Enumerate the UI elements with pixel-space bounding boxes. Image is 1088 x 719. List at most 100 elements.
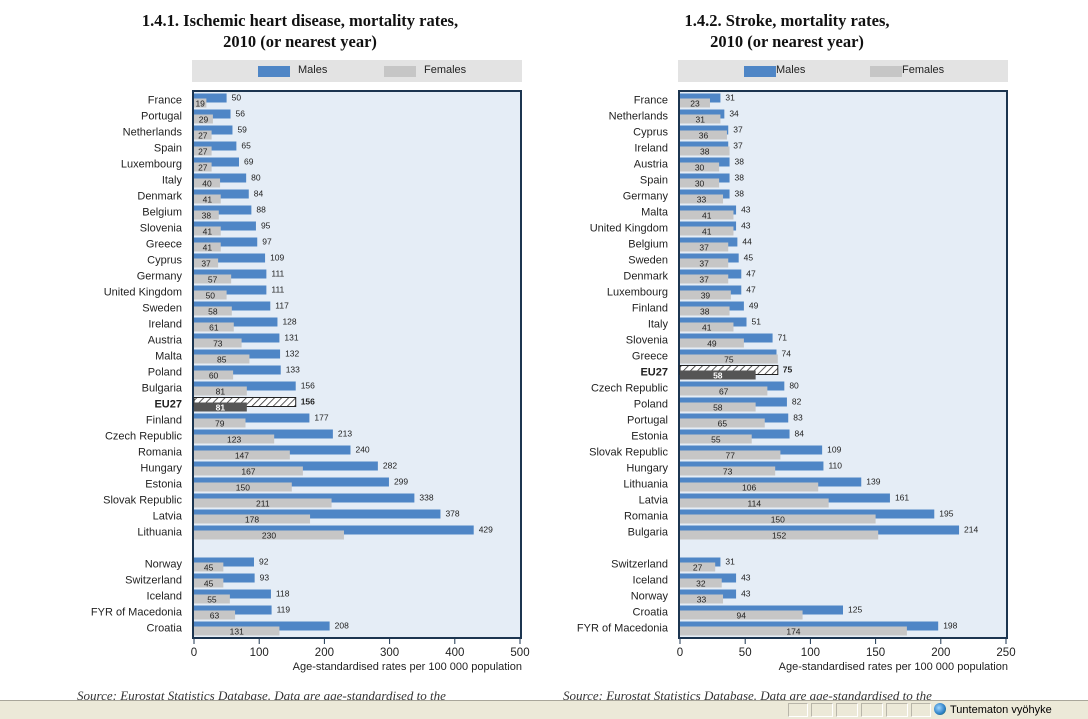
category-label: FYR of Macedonia bbox=[577, 623, 669, 635]
value-label-male: 38 bbox=[735, 189, 745, 199]
status-cell bbox=[836, 703, 858, 717]
bar-male bbox=[194, 429, 333, 439]
category-label: Denmark bbox=[623, 271, 668, 283]
bar-female bbox=[194, 290, 227, 300]
bar-female bbox=[680, 354, 778, 364]
bar-female bbox=[194, 98, 207, 108]
value-label-male: 109 bbox=[827, 445, 841, 455]
bar-female bbox=[194, 194, 221, 204]
bar-female bbox=[194, 226, 221, 236]
bar-male bbox=[194, 269, 267, 279]
bar-female bbox=[680, 434, 752, 444]
category-label: Sweden bbox=[142, 303, 182, 315]
value-label-male: 37 bbox=[733, 141, 743, 151]
bar-female bbox=[680, 178, 720, 188]
bar-male bbox=[194, 285, 267, 295]
bar-male bbox=[680, 461, 824, 471]
value-label-female: 33 bbox=[697, 595, 707, 605]
category-label: Portugal bbox=[627, 415, 668, 427]
bar-female bbox=[194, 274, 232, 284]
category-label: Cyprus bbox=[633, 127, 668, 139]
bar-male bbox=[680, 205, 737, 215]
category-label: Ireland bbox=[148, 319, 182, 331]
x-tick-label: 300 bbox=[380, 647, 399, 659]
value-label-male: 161 bbox=[895, 493, 909, 503]
bar-male bbox=[194, 381, 296, 391]
category-label: Latvia bbox=[153, 511, 183, 523]
category-label: Denmark bbox=[137, 191, 182, 203]
value-label-female: 77 bbox=[725, 451, 735, 461]
x-tick-label: 150 bbox=[866, 647, 885, 659]
chart2-source: Source: Eurostat Statistics Database. Da… bbox=[563, 688, 932, 700]
bar-male bbox=[680, 349, 777, 359]
category-label: Slovak Republic bbox=[103, 495, 182, 507]
category-label: Sweden bbox=[628, 255, 668, 267]
value-label-male: 213 bbox=[338, 429, 352, 439]
bar-male bbox=[680, 621, 939, 631]
value-label-female: 23 bbox=[690, 99, 700, 109]
bar-female bbox=[194, 386, 247, 396]
category-label: Germany bbox=[623, 191, 669, 203]
value-label-male: 198 bbox=[943, 621, 957, 631]
chart2-title: 1.4.2. Stroke, mortality rates, 2010 (or… bbox=[626, 10, 948, 52]
value-label-male: 56 bbox=[236, 109, 246, 119]
value-label-male: 133 bbox=[286, 365, 300, 375]
bar-female bbox=[680, 226, 734, 236]
x-tick-label: 100 bbox=[250, 647, 269, 659]
bar-female bbox=[680, 274, 729, 284]
status-cell bbox=[811, 703, 833, 717]
bar-female bbox=[194, 578, 224, 588]
value-label-male: 338 bbox=[419, 493, 433, 503]
bar-male bbox=[680, 493, 890, 503]
chart2-svg: France 31 23 Netherlands 34 31 Cyprus 37 36 Irela… bbox=[577, 93, 1016, 674]
chart1-legend: Males Females bbox=[192, 60, 522, 82]
value-label-male: 51 bbox=[752, 317, 762, 327]
category-label: Netherlands bbox=[609, 111, 669, 123]
bar-female bbox=[680, 402, 756, 412]
value-label-male: 45 bbox=[744, 253, 754, 263]
bar-female bbox=[680, 258, 729, 268]
value-label-female: 41 bbox=[702, 211, 712, 221]
bar-male bbox=[194, 525, 474, 535]
value-label-male: 110 bbox=[828, 461, 842, 471]
bar-female bbox=[680, 450, 781, 460]
value-label-female: 45 bbox=[204, 579, 214, 589]
category-label: Malta bbox=[155, 351, 183, 363]
category-label: Cyprus bbox=[147, 255, 182, 267]
bar-female bbox=[194, 434, 275, 444]
x-tick-label: 200 bbox=[931, 647, 950, 659]
bar-male bbox=[194, 461, 378, 471]
category-label: Belgium bbox=[628, 239, 668, 251]
value-label-male: 378 bbox=[445, 509, 459, 519]
category-label: Poland bbox=[634, 399, 668, 411]
value-label-male: 69 bbox=[244, 157, 254, 167]
category-label: Bulgaria bbox=[628, 527, 669, 539]
value-label-female: 58 bbox=[713, 371, 723, 381]
value-label-female: 58 bbox=[713, 403, 723, 413]
bar-female bbox=[680, 290, 731, 300]
security-zone[interactable]: Tuntematon vyöhyke bbox=[934, 703, 1052, 716]
legend-males-label: Males bbox=[298, 64, 328, 76]
bar-male bbox=[194, 605, 272, 615]
category-label: Austria bbox=[148, 335, 183, 347]
value-label-female: 41 bbox=[702, 227, 712, 237]
value-label-male: 84 bbox=[795, 429, 805, 439]
value-label-male: 117 bbox=[275, 301, 289, 311]
category-label: Latvia bbox=[639, 495, 669, 507]
value-label-male: 208 bbox=[335, 621, 349, 631]
value-label-female: 79 bbox=[215, 419, 225, 429]
value-label-female: 38 bbox=[700, 147, 710, 157]
value-label-male: 177 bbox=[314, 413, 328, 423]
value-label-female: 58 bbox=[208, 307, 218, 317]
bar-male bbox=[194, 365, 281, 375]
bar-female bbox=[194, 466, 303, 476]
bar-female bbox=[680, 594, 724, 604]
bar-female bbox=[680, 130, 727, 140]
value-label-male: 195 bbox=[939, 509, 953, 519]
bar-female bbox=[194, 178, 221, 188]
value-label-female: 85 bbox=[217, 355, 227, 365]
category-label: Netherlands bbox=[123, 127, 183, 139]
value-label-female: 123 bbox=[227, 435, 241, 445]
bar-male bbox=[194, 333, 280, 343]
value-label-male: 43 bbox=[741, 573, 751, 583]
